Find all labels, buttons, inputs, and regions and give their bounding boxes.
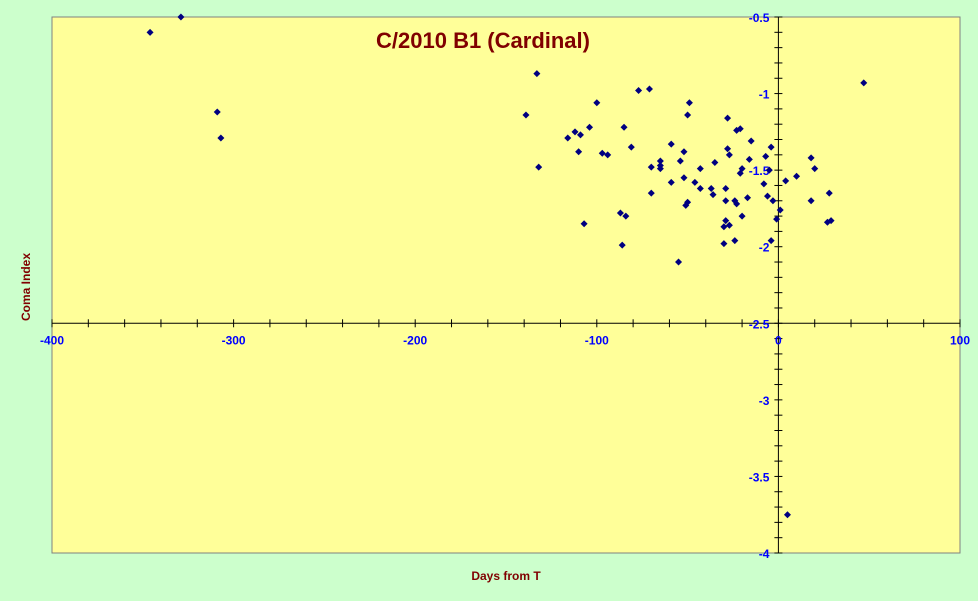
data-point [616,209,624,217]
data-point [571,128,579,136]
data-point [598,149,606,157]
data-point [620,123,628,131]
data-point [656,157,664,165]
data-point [618,241,626,249]
data-point [696,165,704,173]
data-point [722,185,730,193]
data-point [825,189,833,197]
data-point [604,151,612,159]
data-point [684,111,692,119]
data-point [627,143,635,151]
data-point [720,240,728,248]
data-point [738,212,746,220]
data-point [747,137,755,145]
data-point [676,157,684,165]
data-point [707,185,715,193]
data-point [764,192,772,200]
data-point [533,70,541,78]
data-point [709,191,717,199]
data-point [685,99,693,107]
data-point [580,220,588,228]
x-tick-label: -200 [403,333,427,347]
data-point [684,198,692,206]
data-point [576,131,584,139]
data-point [213,108,221,116]
data-point [696,185,704,193]
data-point [647,163,655,171]
y-tick-label: -1.5 [749,164,770,178]
data-point [725,221,733,229]
data-point [782,177,790,185]
data-point [680,174,688,182]
data-point [722,197,730,205]
y-tick-label: -3 [759,394,770,408]
data-point [575,148,583,156]
x-tick-label: 0 [775,333,782,347]
data-point [793,172,801,180]
plot-area [51,16,961,554]
data-point [725,151,733,159]
data-point [724,145,732,153]
data-point [776,206,784,214]
x-axis-title: Days from T [471,569,541,583]
data-point [564,134,572,142]
y-tick-label: -2 [759,241,770,255]
data-point [724,114,732,122]
data-point [807,154,815,162]
data-point [783,511,791,519]
data-point [647,189,655,197]
data-point [767,237,775,245]
data-point [177,13,185,21]
data-point [733,200,741,208]
x-tick-label: 100 [950,333,970,347]
chart-title: C/2010 B1 (Cardinal) [376,28,590,53]
data-point [667,178,675,186]
data-point [767,143,775,151]
data-point [731,237,739,245]
x-tick-label: -400 [40,333,64,347]
data-point [769,197,777,205]
y-tick-label: -0.5 [749,11,770,25]
data-point [691,178,699,186]
data-point [522,111,530,119]
y-tick-label: -1 [759,88,770,102]
data-point [675,258,683,266]
data-point [738,165,746,173]
data-point [765,166,773,174]
data-point [622,212,630,220]
data-point [586,123,594,131]
data-point [217,134,225,142]
data-point [744,194,752,202]
data-point [720,223,728,231]
y-tick-label: -4 [759,547,770,561]
data-point [811,165,819,173]
data-point [860,79,868,87]
y-tick-label: -3.5 [749,470,770,484]
data-point [635,87,643,95]
data-point [593,99,601,107]
data-point [827,217,835,225]
data-point [680,148,688,156]
data-point [711,158,719,166]
data-point [645,85,653,93]
data-point [146,28,154,36]
x-tick-label: -300 [222,333,246,347]
data-point [807,197,815,205]
data-point [667,140,675,148]
x-tick-label: -100 [585,333,609,347]
data-point [736,125,744,133]
data-point [773,215,781,223]
y-axis-title: Coma Index [19,253,33,321]
data-point [535,163,543,171]
data-point [745,155,753,163]
data-point [762,152,770,160]
y-tick-label: -2.5 [749,317,770,331]
data-point [656,165,664,173]
data-point [722,217,730,225]
axes: -400 -300 -200 -100 0 100 -0.5 -1 -1.5 -2 -2.5 -3 -3… [40,11,970,561]
scatter-markers [146,13,868,519]
data-point [760,180,768,188]
